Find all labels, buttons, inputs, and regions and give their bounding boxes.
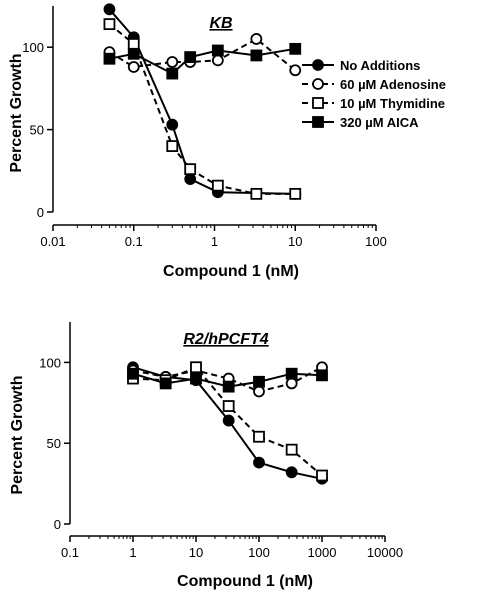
data-point	[253, 456, 265, 469]
y-axis-title: Percent Growth	[9, 375, 26, 494]
data-point	[289, 187, 302, 200]
series-open-square	[103, 18, 302, 200]
x-tick-label: 0.1	[61, 545, 79, 560]
legend-label: No Additions	[340, 58, 420, 73]
data-point	[285, 466, 298, 479]
legend-item: 60 µM Adenosine	[302, 77, 446, 92]
series-filled-square	[103, 42, 302, 80]
data-point	[316, 369, 328, 382]
data-point	[222, 400, 235, 412]
data-point	[184, 51, 197, 63]
data-point	[127, 38, 140, 50]
axis-ticks: 0 50 100 0.01 0.1 1 10 100	[22, 40, 387, 249]
data-point	[190, 361, 202, 374]
data-point	[250, 187, 263, 200]
panel-title: R2/hPCFT4	[183, 331, 268, 348]
series-line	[108, 8, 296, 195]
legend-marker	[312, 97, 324, 109]
panel-r2-hpcft4: R2/hPCFT4 Percent Growth Compound 1 (nM)…	[9, 322, 403, 590]
y-tick-label: 50	[30, 123, 44, 138]
data-point	[166, 118, 179, 131]
x-tick-label: 0.1	[125, 234, 143, 249]
x-tick-label: 1000	[308, 545, 337, 560]
y-tick-label: 0	[54, 517, 61, 532]
x-tick-label: 10000	[367, 545, 403, 560]
x-axis-title: Compound 1 (nM)	[163, 263, 299, 280]
data-point	[103, 52, 116, 65]
panel-title: KB	[209, 15, 232, 32]
y-axis-title: Percent Growth	[8, 53, 25, 172]
data-point	[316, 469, 328, 482]
data-point	[127, 61, 140, 73]
legend-item: 10 µM Thymidine	[302, 96, 445, 111]
axis-ticks: 0 50 100 0.1 1 10 100 1000 10000	[39, 355, 403, 560]
data-point	[253, 375, 265, 388]
legend-item: 320 µM AICA	[302, 115, 419, 130]
data-point	[190, 372, 202, 385]
data-point	[222, 380, 235, 393]
plot-area	[127, 361, 328, 485]
x-tick-label: 10	[288, 234, 302, 249]
data-point	[159, 377, 172, 390]
data-point	[127, 47, 140, 60]
y-tick-label: 0	[37, 205, 44, 220]
data-point	[184, 163, 197, 176]
x-axis-title: Compound 1 (nM)	[177, 573, 313, 590]
x-tick-label: 100	[248, 545, 270, 560]
data-point	[253, 430, 265, 443]
data-point	[166, 67, 179, 80]
x-tick-label: 1	[129, 545, 136, 560]
data-point	[222, 414, 235, 427]
data-point	[166, 140, 179, 152]
legend-marker	[312, 78, 324, 90]
data-point	[285, 443, 298, 456]
data-point	[285, 377, 298, 390]
legend-label: 60 µM Adenosine	[340, 77, 446, 92]
legend-item: No Additions	[302, 58, 420, 73]
legend-marker	[312, 59, 324, 71]
data-point	[253, 385, 265, 398]
x-tick-label: 1	[211, 234, 218, 249]
data-point	[211, 179, 224, 192]
data-point	[184, 173, 197, 185]
y-tick-label: 50	[47, 436, 61, 451]
plot-area	[103, 3, 302, 200]
data-point	[250, 49, 263, 62]
legend-marker	[312, 116, 324, 128]
legend-label: 10 µM Thymidine	[340, 96, 445, 111]
data-point	[166, 56, 179, 68]
data-point	[211, 44, 224, 57]
data-point	[103, 18, 116, 31]
y-tick-label: 100	[22, 40, 44, 55]
series-filled-square	[127, 367, 328, 393]
panel-kb: KB Percent Growth Compound 1 (nM) 050100…	[8, 3, 446, 280]
data-point	[285, 367, 298, 380]
data-point	[211, 54, 224, 67]
legend: No Additions 60 µM Adenosine 10 µM Thymidi…	[302, 58, 446, 130]
data-point	[289, 64, 302, 77]
series-filled-circle	[103, 3, 302, 200]
data-point	[103, 3, 116, 16]
x-tick-label: 10	[189, 545, 203, 560]
data-point	[250, 33, 263, 45]
x-tick-label: 0.01	[40, 234, 65, 249]
x-tick-label: 100	[365, 234, 387, 249]
data-point	[289, 42, 302, 55]
data-point	[127, 367, 139, 380]
y-tick-label: 100	[39, 355, 61, 370]
legend-label: 320 µM AICA	[340, 115, 419, 130]
